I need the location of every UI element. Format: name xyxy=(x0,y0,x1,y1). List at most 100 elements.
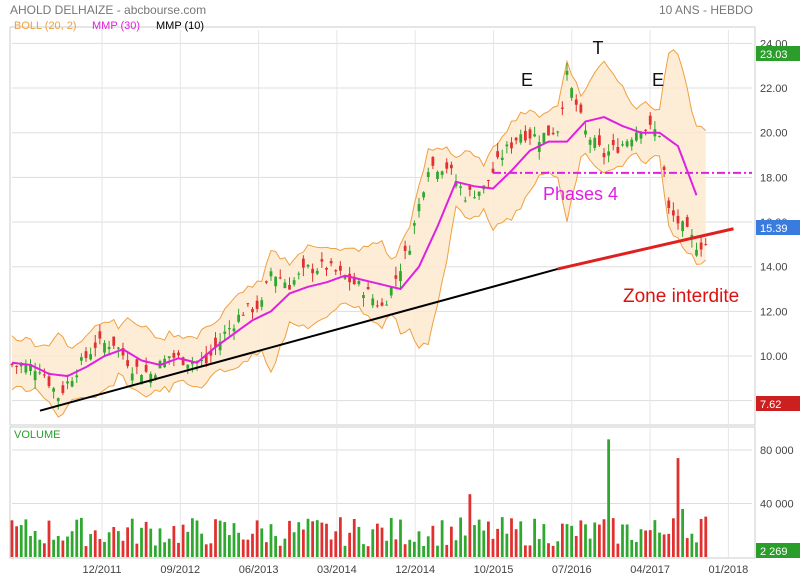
volume-bar xyxy=(584,524,587,557)
candle-body xyxy=(29,364,32,372)
candle-body xyxy=(463,200,467,202)
pattern-label-top: T xyxy=(593,38,604,58)
volume-bar xyxy=(477,519,481,557)
candle-body xyxy=(79,357,83,361)
volume-bar xyxy=(570,525,574,557)
candle-body xyxy=(232,328,236,332)
volume-bar xyxy=(648,530,652,557)
candle-body xyxy=(371,298,375,306)
price-tick-label: 20.00 xyxy=(760,128,788,140)
candle-body xyxy=(130,373,134,381)
candle-body xyxy=(616,147,620,153)
volume-bar xyxy=(422,545,426,557)
pattern-label-right-shoulder: E xyxy=(652,70,664,90)
candle-body xyxy=(334,270,338,272)
volume-bar xyxy=(223,522,227,557)
volume-bar xyxy=(445,544,449,557)
candle-body xyxy=(625,141,629,147)
candle-body xyxy=(602,153,606,158)
pattern-label-left-shoulder: E xyxy=(521,70,533,90)
volume-bar xyxy=(560,523,564,557)
volume-bar xyxy=(214,519,217,557)
volume-bar xyxy=(510,518,513,557)
volume-bar xyxy=(630,539,634,557)
volume-bar xyxy=(681,508,685,557)
candle-body xyxy=(699,242,703,250)
candle-body xyxy=(274,276,278,287)
candle-body xyxy=(639,131,643,139)
candle-body xyxy=(389,287,393,296)
volume-bar xyxy=(107,532,111,557)
volume-bar xyxy=(399,519,402,557)
candle-body xyxy=(366,286,370,290)
candle-body xyxy=(278,277,282,279)
candle-body xyxy=(306,264,310,267)
volume-bar xyxy=(676,458,680,557)
volume-bar xyxy=(695,542,698,557)
bollinger-upper xyxy=(11,49,707,349)
volume-bar xyxy=(334,531,338,557)
badge-volume-bg xyxy=(756,543,800,558)
candle-body xyxy=(634,132,638,141)
volume-bar xyxy=(685,538,689,557)
candle-body xyxy=(186,364,190,369)
candle-body xyxy=(116,347,120,349)
candle-body xyxy=(519,134,523,143)
volume-bar xyxy=(200,533,204,557)
candle-body xyxy=(320,259,324,262)
volume-bar xyxy=(149,528,153,557)
volume-bar xyxy=(671,518,675,557)
candle-body xyxy=(126,360,130,367)
candle-body xyxy=(121,347,125,356)
candle-body xyxy=(528,129,532,139)
candle-body xyxy=(140,374,143,385)
volume-bar xyxy=(403,544,407,557)
candle-body xyxy=(264,281,268,283)
candle-body xyxy=(10,363,14,366)
x-tick-label: 01/2018 xyxy=(709,564,749,576)
volume-bar xyxy=(89,534,93,557)
candle-body xyxy=(172,352,176,358)
volume-bar xyxy=(241,539,245,557)
volume-bar xyxy=(348,532,352,557)
candle-body xyxy=(93,342,97,348)
volume-bar xyxy=(625,524,629,557)
candle-body xyxy=(533,134,537,137)
candle-body xyxy=(681,221,685,232)
candle-body xyxy=(658,136,661,138)
candle-body xyxy=(477,191,481,196)
badge-current: 15.39 xyxy=(760,223,788,235)
volume-bar xyxy=(408,539,412,557)
candle-body xyxy=(260,300,264,307)
volume-bar xyxy=(195,520,199,557)
volume-bar xyxy=(542,524,546,557)
candle-body xyxy=(570,88,574,98)
volume-bar xyxy=(47,520,51,557)
candle-body xyxy=(648,115,652,125)
volume-bar xyxy=(121,540,125,557)
mmp30-line xyxy=(11,116,698,378)
candle-body xyxy=(311,268,315,274)
candle-body xyxy=(685,217,689,227)
legend-mmp10: MMP (10) xyxy=(156,20,204,32)
candle-body xyxy=(362,295,365,299)
candle-body xyxy=(56,398,60,402)
candle-body xyxy=(431,156,435,166)
price-tick-label: 18.00 xyxy=(760,172,788,184)
legend-mmp30: MMP (30) xyxy=(92,20,140,32)
price-tick-label: 22.00 xyxy=(760,83,788,95)
volume-bar xyxy=(602,519,606,557)
volume-panel-frame xyxy=(9,426,756,559)
volume-bar xyxy=(699,518,703,557)
volume-bar xyxy=(514,529,518,557)
volume-bar xyxy=(93,530,97,557)
volume-bar xyxy=(29,536,32,557)
volume-bar xyxy=(634,541,638,557)
candle-body xyxy=(630,139,634,147)
candle-body xyxy=(135,359,139,367)
volume-bar xyxy=(301,529,305,557)
candle-body xyxy=(662,166,666,170)
volume-bar xyxy=(394,539,398,557)
volume-bar xyxy=(33,530,37,557)
volume-bar xyxy=(338,517,342,557)
